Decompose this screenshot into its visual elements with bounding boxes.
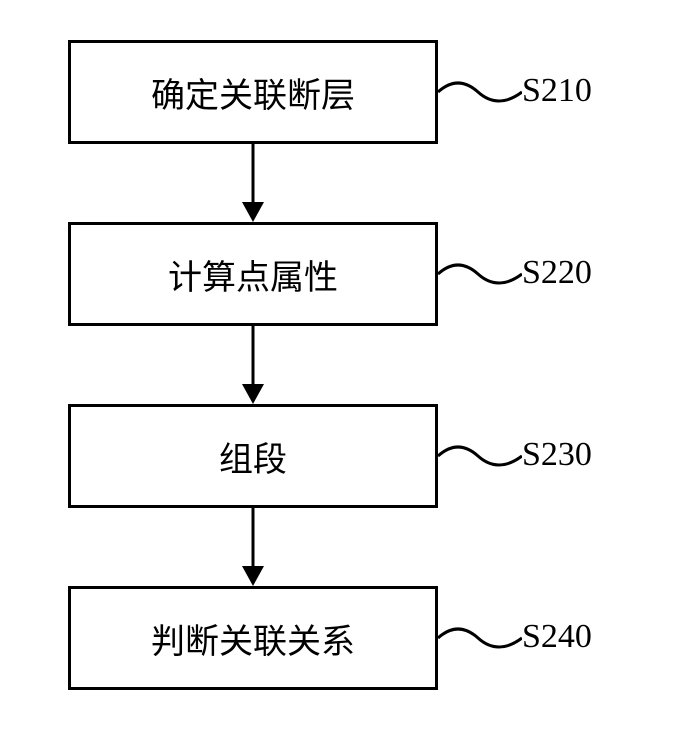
connector-curve-s230: [438, 436, 522, 476]
flow-step-s210: 确定关联断层: [68, 40, 438, 144]
step-label-s240: S240: [522, 618, 592, 656]
flow-step-text: 计算点属性: [168, 250, 338, 299]
arrow-s230-s240: [238, 508, 268, 586]
step-label-s220: S220: [522, 254, 592, 292]
flow-step-s240: 判断关联关系: [68, 586, 438, 690]
flow-step-text: 判断关联关系: [151, 614, 355, 663]
flow-step-s230: 组段: [68, 404, 438, 508]
connector-curve-s220: [438, 254, 522, 294]
flow-step-s220: 计算点属性: [68, 222, 438, 326]
flow-step-text: 确定关联断层: [151, 68, 355, 117]
connector-curve-s210: [438, 72, 522, 112]
step-label-s230: S230: [522, 436, 592, 474]
connector-curve-s240: [438, 618, 522, 658]
arrow-s220-s230: [238, 326, 268, 404]
arrow-s210-s220: [238, 144, 268, 222]
flow-step-text: 组段: [219, 432, 287, 481]
step-label-s210: S210: [522, 72, 592, 110]
